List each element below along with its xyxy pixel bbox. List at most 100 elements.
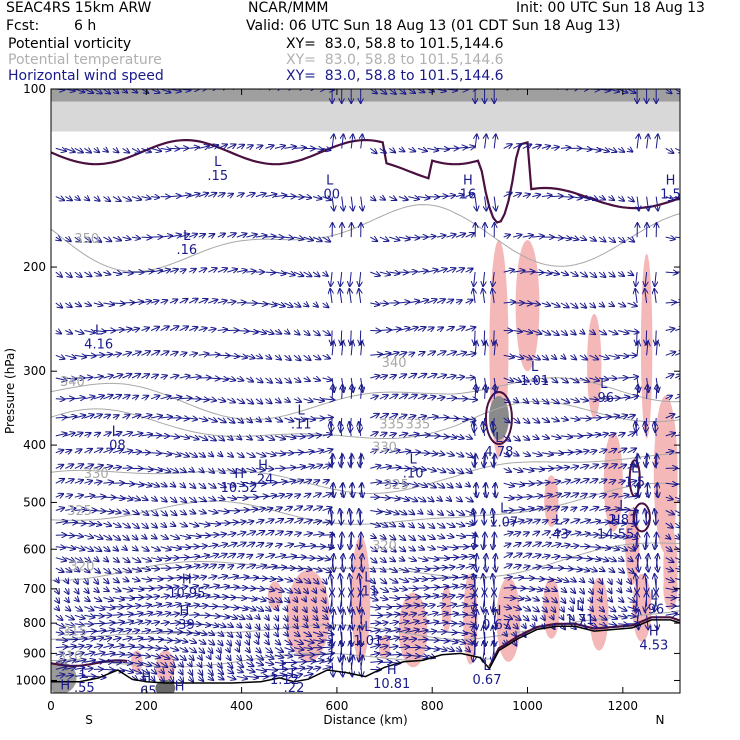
wind-vector-66	[65, 653, 73, 655]
extremum-value-10: .00	[319, 187, 340, 202]
wind-vector-126	[84, 568, 89, 572]
wind-vector-1914	[608, 378, 617, 379]
wind-vector-1076	[342, 655, 344, 670]
wind-vector-167	[93, 623, 104, 624]
wind-vector-1929	[609, 588, 612, 593]
wind-vector-1910	[608, 272, 615, 277]
wind-vector-1514	[473, 509, 475, 524]
wind-vector-698	[246, 145, 252, 148]
wind-vector-1383	[436, 417, 448, 418]
wind-vector-653	[227, 615, 237, 618]
wind-vector-455	[179, 234, 190, 237]
wind-vector-1268	[398, 588, 407, 589]
wind-vector-943	[313, 148, 323, 149]
wind-vector-1596	[503, 235, 510, 238]
wind-vector-797	[265, 648, 272, 653]
wind-vector-1673	[522, 554, 532, 558]
wind-vector-583	[208, 615, 219, 616]
wind-vector-279	[131, 197, 141, 200]
wind-vector-307	[131, 647, 144, 648]
extremum-value-34: 1.5	[660, 187, 681, 202]
wind-vector-1011	[332, 134, 334, 149]
wind-vector-780	[265, 468, 273, 469]
wind-vector-547	[198, 606, 208, 607]
wind-vector-1883	[599, 303, 604, 307]
wind-vector-523	[198, 146, 209, 148]
wind-vector-932	[304, 607, 307, 613]
wind-vector-913	[303, 331, 310, 336]
wind-vector-1680	[523, 624, 526, 628]
wind-vector-800	[265, 669, 277, 670]
wind-vector-492	[188, 299, 197, 303]
wind-vector-123	[84, 535, 93, 538]
wind-vector-341	[141, 639, 154, 640]
wind-vector-1355	[427, 483, 436, 487]
wind-vector-2077	[665, 302, 676, 303]
wind-vector-646	[227, 543, 236, 547]
extremum-mark-19: H	[182, 572, 192, 587]
wind-vector-567	[208, 418, 217, 422]
wind-vector-827	[275, 607, 279, 611]
wind-vector-1683	[532, 145, 541, 148]
wind-vector-170	[93, 645, 102, 647]
wind-vector-1442	[455, 352, 466, 355]
wind-vector-1792	[561, 615, 564, 619]
wind-vector-1954	[618, 558, 624, 561]
theta-contour-315	[51, 610, 680, 641]
wind-vector-1234	[389, 578, 397, 582]
pv-shade-blob-8	[267, 581, 283, 610]
wind-vector-555	[199, 669, 203, 675]
wind-vector-863	[285, 615, 288, 621]
wind-vector-330	[142, 535, 147, 539]
wind-vector-1531	[485, 196, 487, 211]
wind-vector-1385	[436, 453, 444, 455]
wind-vector-832	[274, 648, 283, 652]
wind-vector-333	[141, 568, 151, 570]
wind-vector-12	[55, 450, 64, 453]
wind-vector-327	[141, 497, 148, 500]
wind-vector-347	[150, 89, 159, 93]
wind-vector-1881	[598, 237, 606, 242]
wind-vector-1801	[570, 355, 576, 359]
wind-vector-955	[312, 465, 322, 469]
wind-vector-655	[227, 632, 232, 637]
wind-vector-1161	[370, 511, 381, 513]
wind-vector-505	[189, 535, 200, 537]
wind-vector-1169	[370, 598, 377, 601]
wind-vector-1009	[322, 667, 332, 669]
wind-vector-296	[131, 547, 138, 551]
wind-vector-783	[265, 508, 272, 510]
wind-vector-970	[312, 632, 323, 636]
wind-vector-63	[65, 632, 74, 633]
wind-vector-1398	[436, 604, 445, 606]
wind-vector-367	[150, 558, 161, 561]
wind-vector-135	[84, 646, 91, 648]
wind-vector-269	[122, 614, 133, 616]
wind-vector-1907	[608, 148, 617, 152]
wind-vector-1162	[370, 523, 380, 526]
wind-vector-1117	[360, 330, 361, 345]
wind-vector-1944	[617, 415, 627, 418]
wind-vector-153	[93, 465, 103, 468]
wind-vector-1806	[570, 451, 580, 452]
wind-vector-203	[103, 630, 114, 632]
wind-vector-104	[74, 676, 85, 677]
wind-vector-644	[227, 522, 237, 523]
wind-vector-416	[161, 676, 164, 681]
wind-vector-1668	[522, 497, 532, 498]
wind-vector-855	[284, 532, 292, 535]
x-tick-label-800: 800	[421, 699, 444, 713]
wind-vector-819	[274, 519, 283, 523]
wind-vector-257	[122, 483, 135, 484]
wind-vector-1655	[522, 194, 530, 197]
wind-vector-1346	[427, 299, 436, 303]
wind-vector-253	[122, 415, 130, 418]
wind-vector-448	[169, 655, 178, 660]
wind-vector-3	[56, 237, 61, 240]
wind-vector-650	[227, 587, 238, 588]
wind-vector-1512	[475, 483, 476, 498]
field-theta-label: Potential temperature	[8, 52, 162, 68]
wind-vector-1682	[532, 85, 541, 89]
wind-vector-560	[208, 234, 214, 237]
wind-vector-213	[112, 272, 122, 274]
